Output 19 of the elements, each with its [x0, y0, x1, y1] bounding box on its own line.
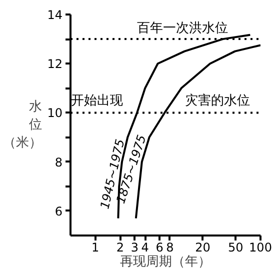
x-tick-label: 1 [92, 240, 100, 254]
y-tick-label: 10 [47, 106, 63, 120]
y-tick-label: 8 [54, 155, 63, 170]
x-tick-label: 8 [166, 240, 174, 254]
annotation: 灾害的水位 [184, 92, 250, 109]
x-tick-label: 3 [130, 240, 139, 254]
x-tick-label: 100 [249, 240, 272, 254]
ref-line-label: 百年一次洪水位 [136, 21, 228, 36]
x-tick-label: 2 [116, 240, 124, 254]
annotation: 开始出现 [71, 94, 124, 109]
y-tick-label: 14 [47, 8, 63, 22]
x-tick-label: 6 [156, 240, 164, 254]
x-tick-label: 50 [228, 240, 244, 254]
y-tick-label: 12 [47, 57, 63, 72]
x-axis-title: 再现周期（年） [120, 254, 211, 270]
y-tick-label: 6 [54, 204, 63, 218]
x-tick-label: 20 [195, 240, 210, 254]
x-tick-label: 4 [141, 240, 149, 254]
y-axis-title: 水位（米） [3, 100, 42, 150]
